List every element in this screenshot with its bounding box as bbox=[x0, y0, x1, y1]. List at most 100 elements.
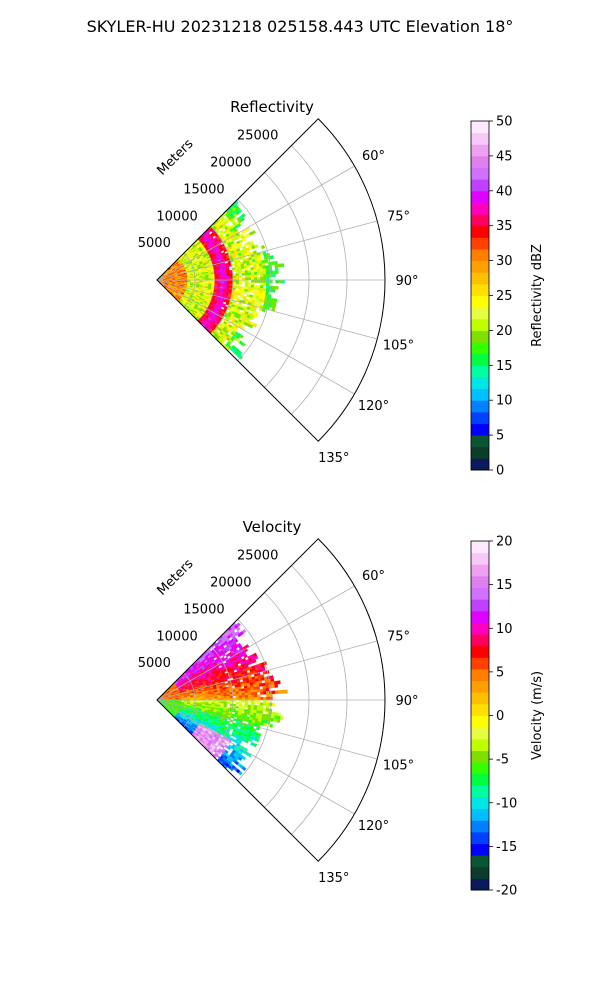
radar-cell bbox=[256, 705, 261, 709]
radar-cell bbox=[211, 696, 215, 699]
radar-cell bbox=[214, 696, 218, 699]
colorbar: 0 5 10 15 20 25 30 35 40 45 50 Reflectivity dBZ bbox=[470, 115, 545, 479]
radar-cell bbox=[257, 279, 261, 283]
radar-cell bbox=[264, 259, 269, 264]
radar-cell bbox=[226, 274, 231, 277]
radar-cell bbox=[244, 275, 249, 278]
radar-cell bbox=[272, 702, 276, 707]
angle-tick-label: 75° bbox=[387, 629, 410, 644]
range-tick-label: 15000 bbox=[183, 182, 224, 197]
radar-cell bbox=[235, 271, 239, 274]
radar-cell bbox=[214, 276, 218, 279]
radar-cell bbox=[259, 268, 264, 273]
radar-cell bbox=[229, 275, 234, 279]
colorbar-tick-label: 0 bbox=[496, 709, 504, 724]
radar-cell bbox=[235, 281, 240, 285]
colorbar-label: Reflectivity dBZ bbox=[530, 244, 545, 347]
radar-cell bbox=[260, 277, 264, 281]
radar-cell bbox=[274, 712, 279, 717]
radar-cell bbox=[247, 289, 251, 293]
colorbar: -20 -15 -10 -5 0 5 10 15 20 Velocity (m/s) bbox=[470, 535, 545, 899]
radar-cell bbox=[238, 281, 243, 285]
colorbar-swatch bbox=[471, 248, 489, 262]
radar-cell bbox=[247, 692, 252, 696]
radar-cell bbox=[247, 704, 252, 708]
angle-tick-label: 135° bbox=[318, 451, 349, 466]
radar-cell bbox=[284, 689, 288, 694]
radar-cell bbox=[243, 291, 248, 295]
colorbar-swatch bbox=[471, 831, 489, 844]
range-tick-label: 15000 bbox=[183, 602, 224, 617]
radar-cell bbox=[217, 276, 221, 279]
radar-cell bbox=[223, 694, 227, 697]
radar-cell bbox=[279, 716, 284, 721]
radar-cell bbox=[247, 274, 252, 278]
radar-cell bbox=[262, 268, 267, 272]
colorbar-swatch bbox=[471, 342, 489, 355]
radar-cell bbox=[265, 268, 270, 272]
radar-cell bbox=[266, 273, 270, 278]
colorbar-swatch bbox=[471, 796, 489, 810]
radar-cell bbox=[238, 270, 243, 274]
radar-cell bbox=[235, 275, 240, 279]
radar-cell bbox=[263, 276, 267, 281]
panel-reflectivity: 60° 75° 90° 105° 120° 135° 5000 10000 15000 20000… bbox=[138, 98, 545, 479]
range-tick-label: 20000 bbox=[210, 576, 251, 591]
colorbar-tick-label: 5 bbox=[496, 665, 504, 680]
radar-cell bbox=[257, 277, 261, 281]
colorbar-swatch bbox=[471, 167, 489, 180]
colorbar-swatch bbox=[471, 330, 489, 343]
radar-cell bbox=[247, 284, 252, 288]
radar-cell bbox=[259, 707, 264, 712]
angle-tick-label: 120° bbox=[358, 819, 389, 834]
radar-cell bbox=[260, 282, 264, 286]
radar-cell bbox=[250, 289, 254, 293]
radar-cell bbox=[276, 718, 281, 723]
radar-cell bbox=[238, 275, 243, 279]
radar-cells bbox=[156, 200, 285, 360]
radar-cell bbox=[272, 273, 276, 278]
radar-cell bbox=[262, 691, 267, 695]
radar-cell bbox=[244, 695, 249, 698]
radar-cell bbox=[211, 276, 215, 279]
range-tick-label: 10000 bbox=[156, 209, 197, 224]
radar-cell bbox=[263, 279, 267, 284]
radar-cell bbox=[253, 284, 258, 289]
radar-cell bbox=[256, 707, 261, 711]
colorbar-swatch bbox=[471, 855, 489, 868]
colorbar-tick-label: 20 bbox=[496, 324, 513, 339]
colorbar-swatch bbox=[471, 587, 489, 600]
radar-cell bbox=[240, 266, 245, 270]
colorbar-tick-label: 30 bbox=[496, 254, 513, 269]
radar-cell bbox=[273, 260, 278, 265]
radar-cell bbox=[257, 694, 261, 698]
radar-cell bbox=[256, 269, 261, 273]
range-tick-label: 20000 bbox=[210, 156, 251, 171]
radar-cell bbox=[235, 695, 240, 699]
radar-cell bbox=[208, 276, 212, 279]
colorbar-swatch bbox=[471, 446, 489, 459]
radar-cell bbox=[238, 695, 243, 699]
radar-cell bbox=[247, 272, 252, 276]
radar-cell bbox=[261, 262, 266, 267]
radar-cell bbox=[259, 688, 264, 693]
radar-cell bbox=[274, 267, 279, 271]
colorbar-tick-label: 15 bbox=[496, 578, 513, 593]
radar-cell bbox=[272, 285, 276, 290]
radar-cell bbox=[226, 276, 231, 279]
radar-cell bbox=[251, 230, 256, 235]
radar-cell bbox=[253, 271, 258, 276]
radar-cell bbox=[253, 707, 258, 711]
radar-cell bbox=[263, 282, 267, 286]
range-axis-label: Meters bbox=[155, 136, 197, 178]
colorbar-swatch bbox=[471, 237, 489, 250]
colorbar-swatch bbox=[471, 388, 489, 401]
colorbar-swatch bbox=[471, 773, 489, 786]
radar-cell bbox=[260, 702, 264, 706]
radar-cell bbox=[256, 285, 261, 289]
colorbar-swatch bbox=[471, 575, 489, 589]
radar-cell bbox=[261, 682, 266, 687]
range-tick-label: 5000 bbox=[138, 656, 171, 671]
radar-cell bbox=[256, 266, 260, 270]
radar-cell bbox=[250, 284, 255, 288]
